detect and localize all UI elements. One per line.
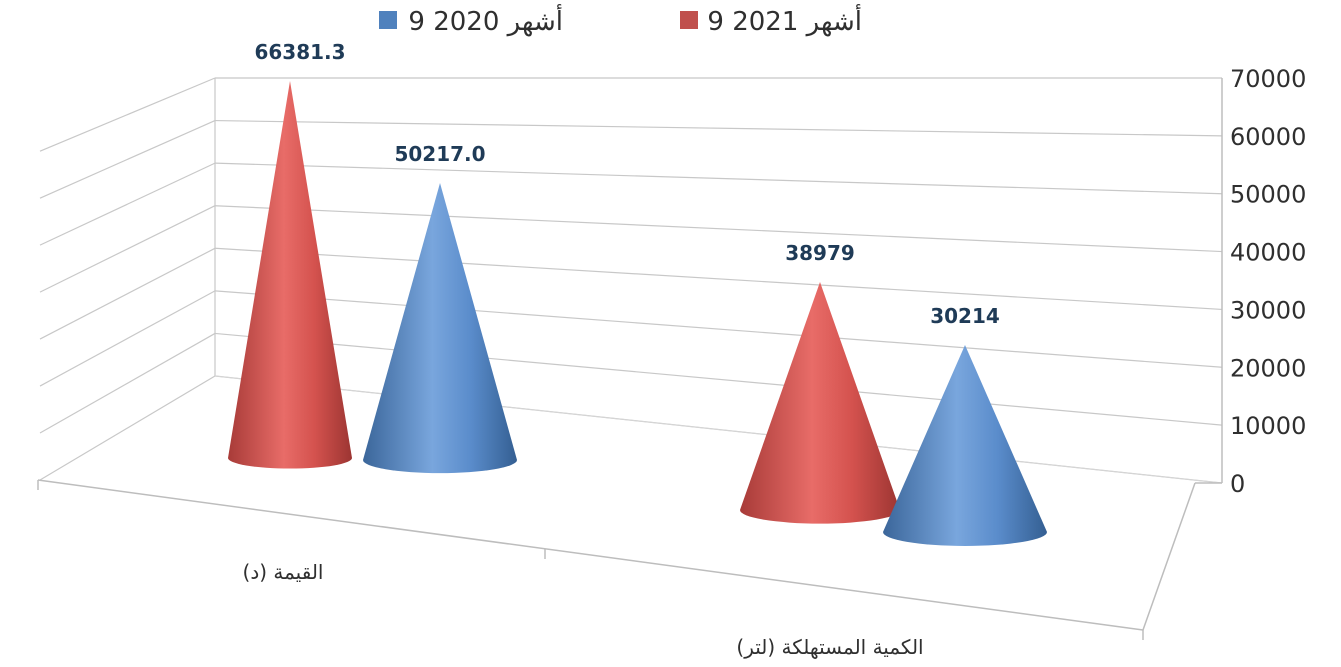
y-tick-label: 30000: [1230, 296, 1306, 324]
gridline-side-wall: [39, 162, 216, 246]
gridline-side-wall: [39, 332, 216, 434]
cone-body: [363, 183, 517, 474]
cone-2020-quantity: [883, 345, 1047, 546]
y-tick-label: 40000: [1230, 239, 1306, 267]
gridline-side-wall: [39, 77, 216, 152]
data-label: 30214: [930, 304, 1000, 328]
data-label: 50217.0: [394, 142, 485, 166]
cone-body: [228, 81, 352, 469]
cone-2021-quantity: [740, 282, 900, 524]
gridline-back-wall: [214, 247, 1223, 311]
cones: [228, 81, 1047, 546]
legend-label-2020: 9 أشهر 2020: [408, 3, 563, 37]
gridline-side-wall: [39, 290, 216, 387]
gridline-side-wall: [39, 205, 216, 293]
floor-back-edge: [214, 375, 1223, 484]
cone-body: [883, 345, 1047, 546]
legend-swatch-2020: [379, 11, 397, 29]
axes: [37, 78, 1223, 640]
cone-body: [740, 282, 900, 524]
y-tick-label: 20000: [1230, 354, 1306, 382]
y-tick-label: 50000: [1230, 181, 1306, 209]
floor-right-edge: [1142, 482, 1196, 631]
gridline-back-wall: [214, 290, 1223, 368]
cone-2021-value: [228, 81, 352, 469]
y-tick-label: 70000: [1230, 65, 1306, 93]
legend-label-2021: 9 أشهر 2021: [707, 3, 862, 37]
y-tick-label: 10000: [1230, 412, 1306, 440]
legend-swatch-2021: [680, 11, 698, 29]
data-labels: 66381.3 38979 50217.0 30214: [254, 40, 999, 328]
category-labels: القيمة (د) الكمية المستهلكة (لتر): [243, 560, 924, 659]
gridlines: [39, 77, 1223, 484]
gridline-back-wall: [214, 119, 1223, 137]
data-label: 38979: [785, 241, 855, 265]
gridline-back-wall: [214, 205, 1223, 253]
y-axis-tick-labels: 0 10000 20000 30000 40000 50000 60000 70000: [1230, 65, 1306, 498]
category-label-value: القيمة (د): [243, 560, 324, 584]
gridline-side-wall: [39, 120, 216, 199]
gridline-side-wall: [39, 247, 216, 340]
y-tick-label: 0: [1230, 470, 1245, 498]
gridline-back-wall: [214, 162, 1223, 195]
gridline-back-wall: [214, 332, 1223, 426]
gridline-side-wall: [39, 375, 216, 481]
category-label-quantity: الكمية المستهلكة (لتر): [736, 635, 923, 659]
data-label: 66381.3: [254, 40, 345, 64]
y-tick-label: 60000: [1230, 123, 1306, 151]
floor-front-edge: [37, 479, 1144, 631]
legend: 9 أشهر 2021 9 أشهر 2020: [379, 3, 862, 37]
cone-2020-value: [363, 183, 517, 474]
